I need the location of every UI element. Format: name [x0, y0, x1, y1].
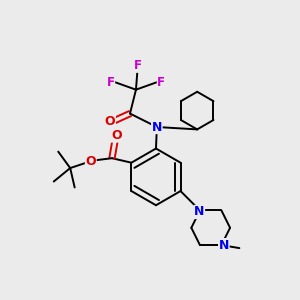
- Text: F: F: [157, 76, 165, 89]
- Text: N: N: [152, 121, 162, 134]
- Text: F: F: [134, 59, 142, 72]
- Text: O: O: [105, 115, 115, 128]
- Text: N: N: [219, 238, 229, 252]
- Text: O: O: [85, 155, 96, 168]
- Text: N: N: [194, 206, 205, 218]
- Text: F: F: [106, 76, 115, 89]
- Text: O: O: [111, 129, 122, 142]
